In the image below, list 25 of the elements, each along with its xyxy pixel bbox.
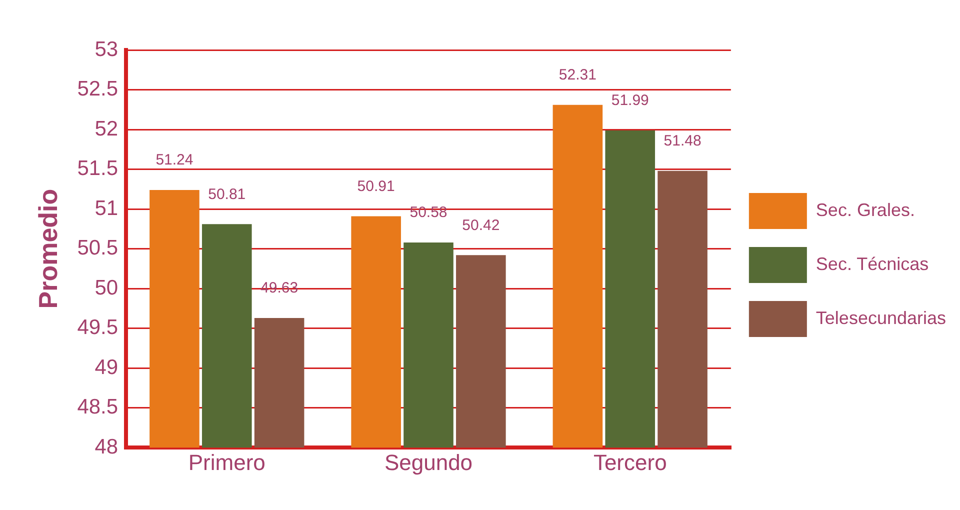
x-tick-label: Tercero (593, 450, 667, 475)
data-label: 52.31 (558, 66, 596, 84)
y-tick-label: 50 (94, 276, 118, 300)
data-label: 51.24 (156, 152, 194, 169)
y-tick-label: 51 (94, 196, 118, 220)
x-tick-label: Primero (188, 450, 266, 475)
y-tick-label: 48.5 (77, 396, 118, 419)
y-tick-label: 49.5 (77, 316, 118, 340)
y-tick-label: 49 (94, 356, 118, 379)
data-label: 51.48 (664, 132, 702, 150)
legend-label: Sec. Técnicas (816, 254, 929, 274)
y-tick-label: 51.5 (77, 157, 118, 180)
legend-label: Telesecundarias (816, 308, 946, 328)
x-tick-label: Segundo (384, 450, 473, 475)
data-label: 50.81 (208, 186, 246, 203)
data-label: 50.91 (357, 178, 395, 195)
y-axis-title: Promedio (32, 188, 63, 309)
y-tick-label: 52 (94, 117, 118, 140)
data-label: 51.99 (611, 92, 649, 109)
data-label: 50.42 (462, 216, 500, 234)
y-tick-label: 50.5 (77, 236, 118, 260)
y-tick-label: 48 (94, 435, 118, 458)
y-tick-label: 53 (94, 38, 118, 61)
legend-label: Sec. Grales. (816, 200, 915, 220)
y-tick-label: 52.5 (77, 78, 118, 101)
